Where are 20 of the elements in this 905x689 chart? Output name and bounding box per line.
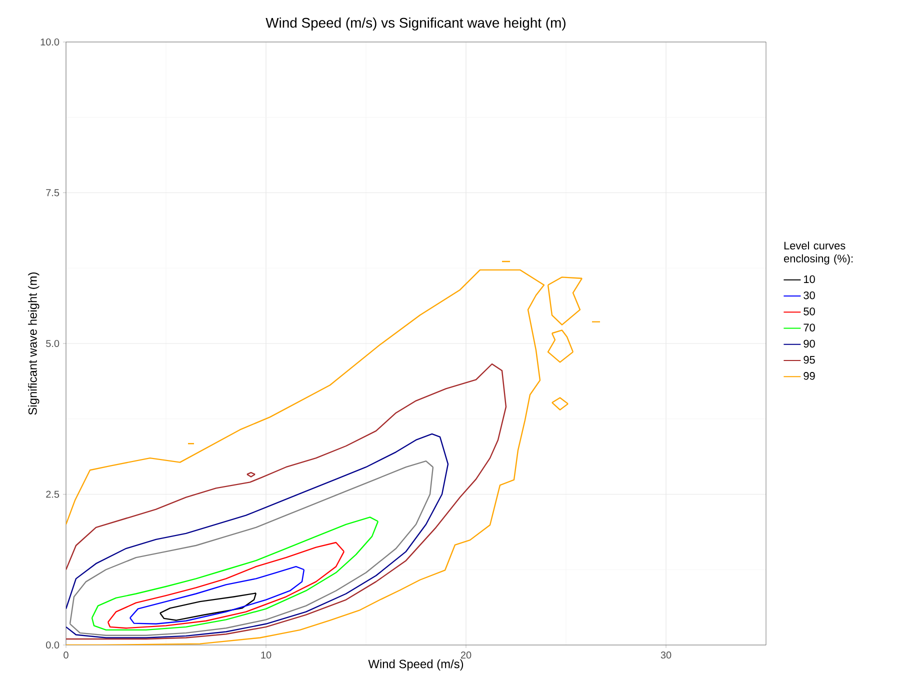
legend-title: Level curves enclosing (%):	[784, 241, 853, 265]
y-axis-title: Significant wave height (m)	[28, 272, 40, 415]
legend-label: 70	[804, 324, 815, 332]
legend-label: 30	[804, 291, 815, 300]
x-tick-label: 20	[460, 652, 472, 659]
x-tick-label: 10	[261, 652, 272, 659]
x-axis-title: Wind Speed (m/s)	[368, 659, 464, 671]
legend-label: 50	[804, 308, 815, 316]
legend-label: 90	[804, 340, 815, 348]
legend-label: 95	[804, 356, 815, 364]
y-tick-label: 2.5	[46, 490, 60, 498]
legend-label: 10	[804, 275, 815, 284]
x-tick-label: 30	[660, 652, 672, 659]
chart-title: Wind Speed (m/s) vs Significant wave height (m)	[266, 18, 566, 30]
y-tick-label: 5.0	[46, 340, 60, 348]
y-tick-label: 7.5	[46, 189, 60, 196]
legend-label: 99	[804, 372, 815, 380]
y-tick-label: 10.0	[40, 38, 60, 46]
y-tick-label: 0.0	[46, 641, 60, 649]
x-tick-label: 0	[64, 652, 68, 659]
